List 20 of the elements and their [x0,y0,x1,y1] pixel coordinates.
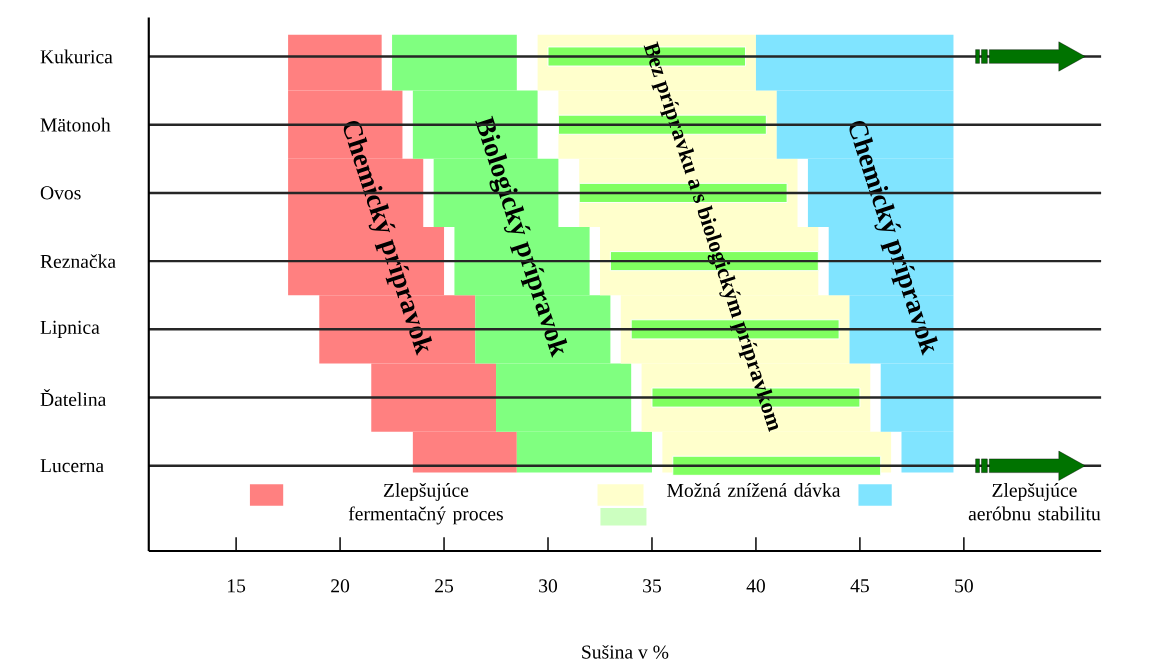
series-label: Zlepšujúce aeróbnu stabilitu [968,483,1101,521]
x-tick-label: 45 [850,579,869,593]
x-tick-label: 35 [643,579,661,593]
y-tick-label: Ďatelina [40,389,107,407]
x-tick-label: 15 [228,579,246,593]
y-tick-label: Kukurica [40,49,113,64]
y-tick-label: Reznačka [40,254,116,269]
legend-label: Možná znížená dávka [667,483,841,498]
x-tick-label: 25 [435,579,454,593]
x-tick-label: 20 [331,579,350,593]
x-tick-label: 40 [746,579,765,593]
x-axis-title: Sušina v % [582,645,669,659]
x-tick-label: 50 [955,579,973,593]
y-tick-label: Mätonoh [40,118,111,132]
y-tick-label: Lipnica [40,320,100,339]
y-tick-label: Lucerna [40,459,104,473]
series-label: Zlepšujúce fermentačný proces [348,483,503,525]
x-tick-label: 30 [539,579,558,593]
bar [672,455,882,476]
y-tick-label: Ovos [40,186,81,200]
